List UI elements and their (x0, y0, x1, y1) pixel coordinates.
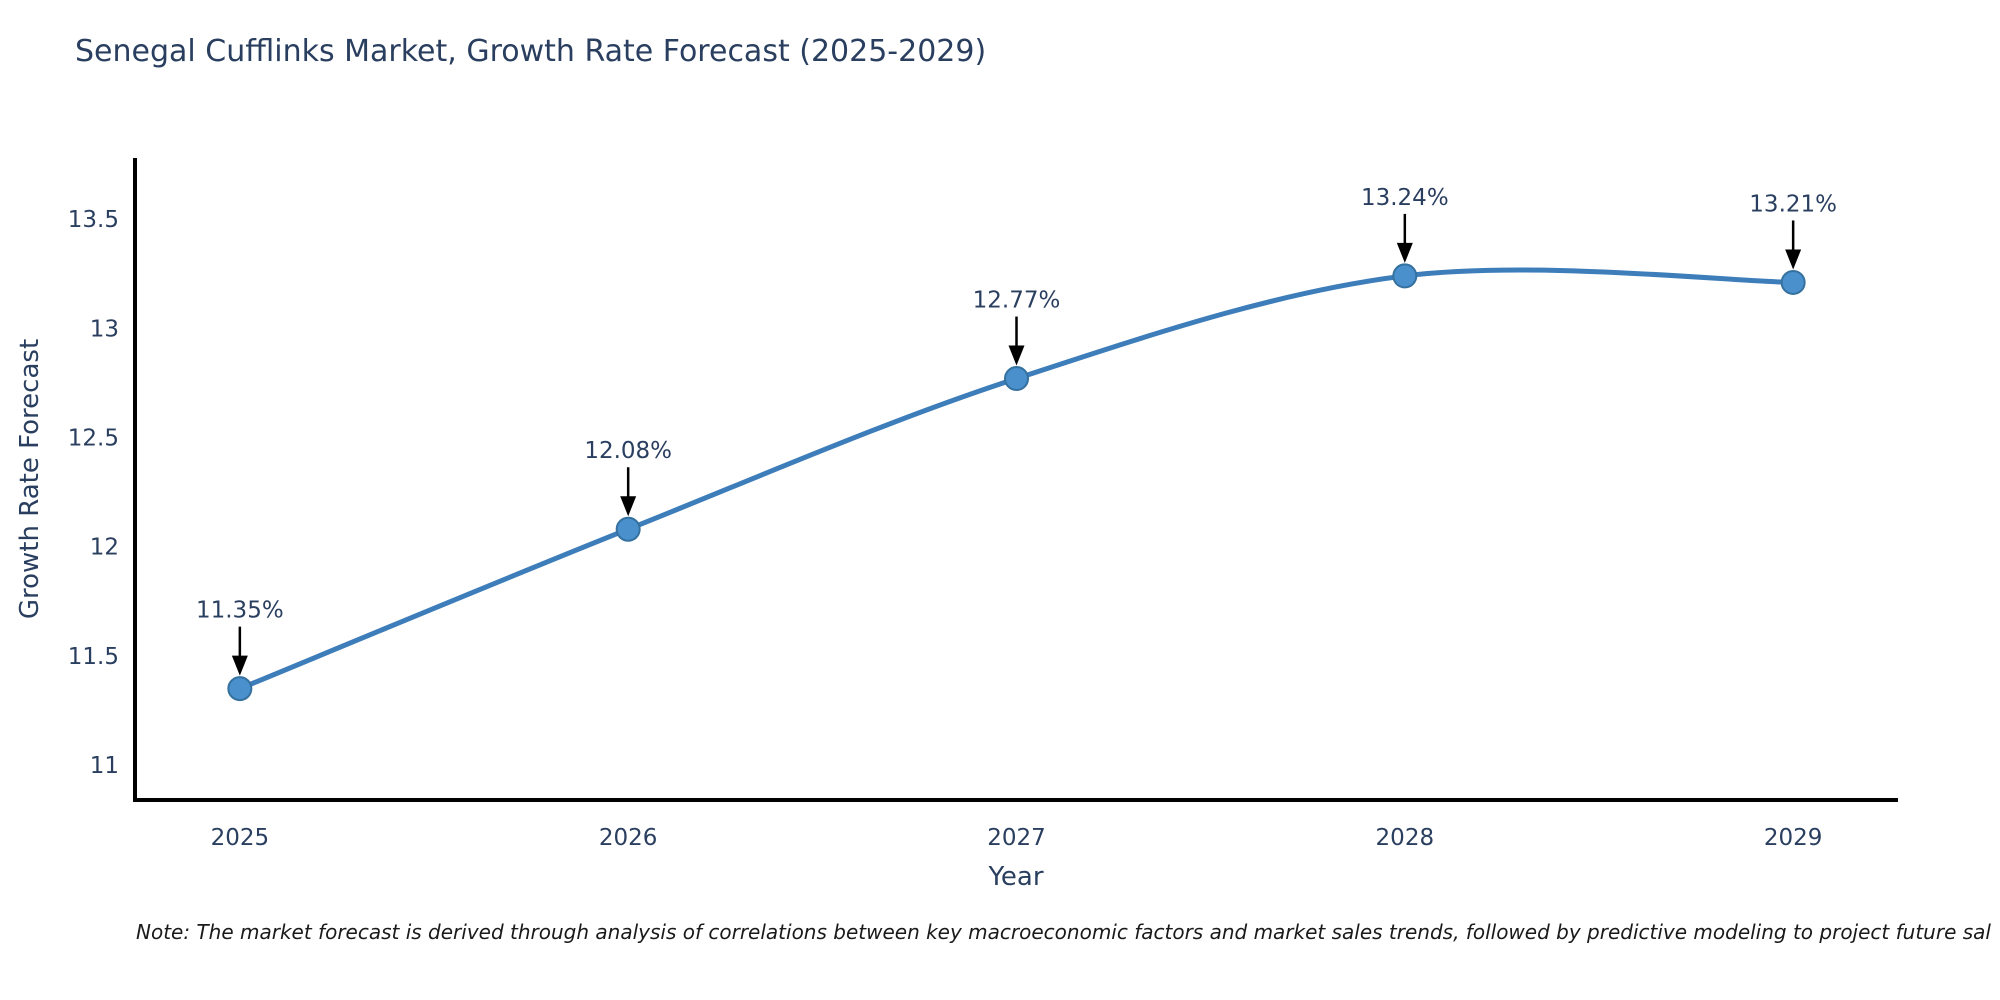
y-tick-label: 11 (90, 753, 119, 779)
y-tick-label: 13.5 (68, 207, 119, 233)
data-point-label: 11.35% (196, 598, 284, 624)
y-tick-label: 12.5 (68, 426, 119, 452)
chart-footnote: Note: The market forecast is derived thr… (136, 920, 1991, 944)
y-tick-label: 13 (90, 316, 119, 342)
y-tick-label: 12 (90, 535, 119, 561)
data-point-label: 12.77% (973, 288, 1061, 314)
data-point-marker (1780, 269, 1806, 295)
annotation-arrowhead (231, 655, 248, 676)
x-tick-label: 2029 (1764, 825, 1823, 851)
data-point-label: 13.24% (1361, 185, 1449, 211)
x-axis-title: Year (988, 862, 1044, 892)
y-tick-label: 11.5 (68, 644, 119, 670)
data-point-marker (1004, 366, 1029, 392)
data-point-marker (615, 516, 641, 542)
annotation-arrowhead (1008, 345, 1025, 366)
annotation-arrowhead (1785, 249, 1802, 270)
x-tick-label: 2026 (599, 825, 658, 851)
annotation-arrowhead (620, 496, 637, 517)
data-point-label: 12.08% (584, 438, 672, 464)
x-tick-label: 2025 (211, 825, 270, 851)
x-tick-label: 2028 (1376, 825, 1435, 851)
data-point-marker (1392, 263, 1418, 289)
annotation-arrowhead (1396, 242, 1413, 263)
x-tick-label: 2027 (987, 825, 1046, 851)
data-point-label: 13.21% (1749, 191, 1837, 217)
data-point-marker (227, 676, 253, 702)
chart-title: Senegal Cufflinks Market, Growth Rate Fo… (75, 34, 987, 69)
